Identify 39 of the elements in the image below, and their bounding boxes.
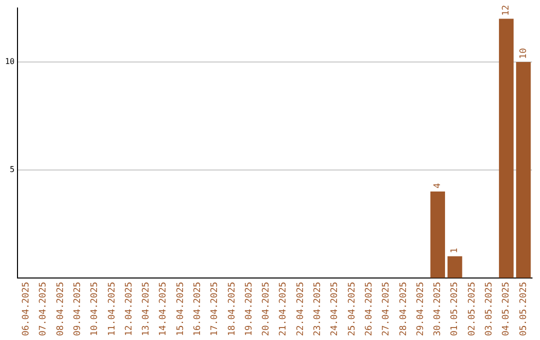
x-tick-label: 25.04.2025 <box>347 282 358 336</box>
x-tick-label: 17.04.2025 <box>210 282 220 336</box>
x-tick-label: 28.04.2025 <box>398 282 409 336</box>
x-tick-label: 26.04.2025 <box>364 282 374 336</box>
x-tick-label: 23.04.2025 <box>313 282 324 336</box>
bar <box>498 18 514 278</box>
x-tick-label: 01.05.2025 <box>450 282 460 336</box>
x-tick-label: 27.04.2025 <box>382 282 392 336</box>
x-tick-label: 16.04.2025 <box>193 282 204 336</box>
x-tick-label: 15.04.2025 <box>176 282 186 336</box>
data-label: 12 <box>502 4 512 16</box>
x-tick-label: 20.04.2025 <box>262 282 272 336</box>
x-tick-label: 03.05.2025 <box>484 282 494 336</box>
x-tick-label: 22.04.2025 <box>296 282 306 336</box>
x-tick-label: 24.04.2025 <box>330 282 340 336</box>
bar <box>516 62 531 278</box>
x-tick-label: 21.04.2025 <box>278 282 289 336</box>
x-tick-label: 18.04.2025 <box>227 282 238 336</box>
x-tick-label: 06.04.2025 <box>22 282 32 336</box>
x-tick-label: 19.04.2025 <box>244 282 254 336</box>
bar <box>430 191 446 278</box>
x-tick-label: 13.04.2025 <box>142 282 152 336</box>
x-tick-label: 08.04.2025 <box>56 282 66 336</box>
data-label: 4 <box>433 183 444 188</box>
x-tick-label: 29.04.2025 <box>416 282 426 336</box>
x-tick-label: 14.04.2025 <box>158 282 169 336</box>
bar <box>448 256 462 278</box>
x-tick-label: 07.04.2025 <box>38 282 49 336</box>
x-tick-label: 02.05.2025 <box>467 282 478 336</box>
x-tick-label: 10.04.2025 <box>90 282 100 336</box>
x-tick-label: 09.04.2025 <box>72 282 83 336</box>
y-tick-label: 5 <box>10 164 15 174</box>
x-tick-label: 05.05.2025 <box>518 282 529 336</box>
x-tick-label: 12.04.2025 <box>124 282 134 336</box>
x-tick-label: 11.04.2025 <box>107 282 118 336</box>
data-label: 10 <box>518 48 529 59</box>
x-tick-label: 04.05.2025 <box>502 282 512 336</box>
x-tick-label: 30.04.2025 <box>433 282 444 336</box>
data-label: 1 <box>450 248 460 254</box>
